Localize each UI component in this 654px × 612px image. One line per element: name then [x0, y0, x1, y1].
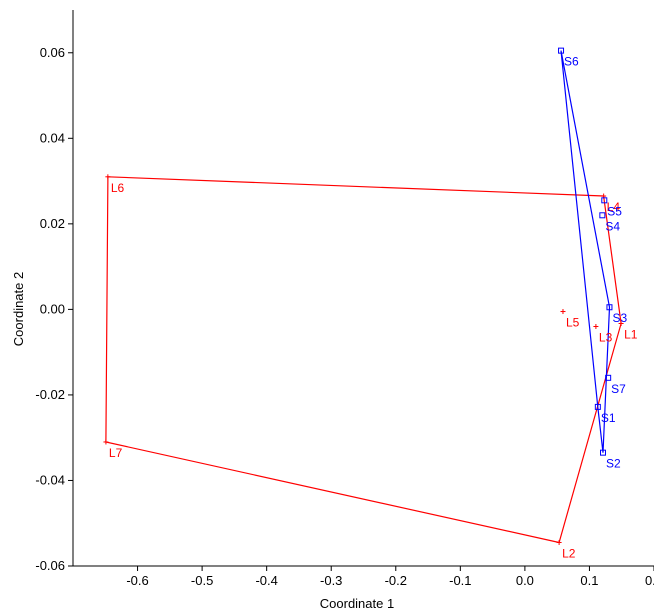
x-tick-label: -0.6 [126, 573, 148, 588]
points [103, 47, 624, 545]
point-label: S1 [601, 411, 616, 425]
point-label: L3 [599, 330, 613, 344]
y-tick-label: -0.04 [35, 472, 65, 487]
y-tick-label: 0.00 [40, 301, 65, 316]
point-label: L4 [607, 200, 621, 214]
scatter-point [600, 449, 607, 456]
point-label: L6 [111, 181, 125, 195]
y-tick-label: 0.06 [40, 45, 65, 60]
axes: -0.6 -0.5 -0.4 -0.3 -0.2 -0.1 0.0 0.1 0.2 -0.06 -0… [35, 10, 654, 588]
scatter-point [105, 174, 111, 180]
scatter-point [558, 47, 565, 54]
scatter-point [606, 304, 613, 311]
x-tick-label: -0.2 [385, 573, 407, 588]
scatter-point [593, 323, 599, 329]
x-tick-label: 0.1 [580, 573, 598, 588]
x-tick-label: 0.0 [516, 573, 534, 588]
hull-polygon [560, 50, 611, 453]
scatter-point [618, 320, 624, 326]
point-label: S2 [606, 457, 621, 471]
hulls [105, 50, 622, 544]
point-label: S6 [564, 55, 579, 69]
point-label: S3 [612, 311, 627, 325]
scatter-point [605, 374, 612, 381]
x-axis-title: Coordinate 1 [320, 596, 394, 611]
x-tick-label: -0.1 [449, 573, 471, 588]
x-tick-label: -0.5 [191, 573, 213, 588]
x-tick-label: -0.4 [255, 573, 277, 588]
scatter-point [556, 539, 562, 545]
y-tick-label: 0.04 [40, 130, 65, 145]
scatter-point [601, 197, 608, 204]
scatter-point [103, 439, 109, 445]
y-tick-label: -0.02 [35, 387, 65, 402]
hull-polygon [105, 176, 622, 544]
point-label: S7 [611, 382, 626, 396]
scatter-point [560, 309, 566, 315]
point-label: S5 [607, 204, 622, 218]
point-label: L1 [624, 327, 638, 341]
y-tick-label: 0.02 [40, 216, 65, 231]
y-axis-title: Coordinate 2 [11, 272, 26, 346]
scatter-point [594, 403, 601, 410]
x-tick-label: 0.2 [645, 573, 654, 588]
point-label: S4 [605, 219, 620, 233]
y-tick-label: -0.06 [35, 558, 65, 573]
scatter-point [599, 212, 606, 219]
point-label: L7 [109, 446, 123, 460]
point-label: L5 [566, 316, 580, 330]
x-tick-label: -0.3 [320, 573, 342, 588]
point-label: L2 [562, 546, 576, 560]
